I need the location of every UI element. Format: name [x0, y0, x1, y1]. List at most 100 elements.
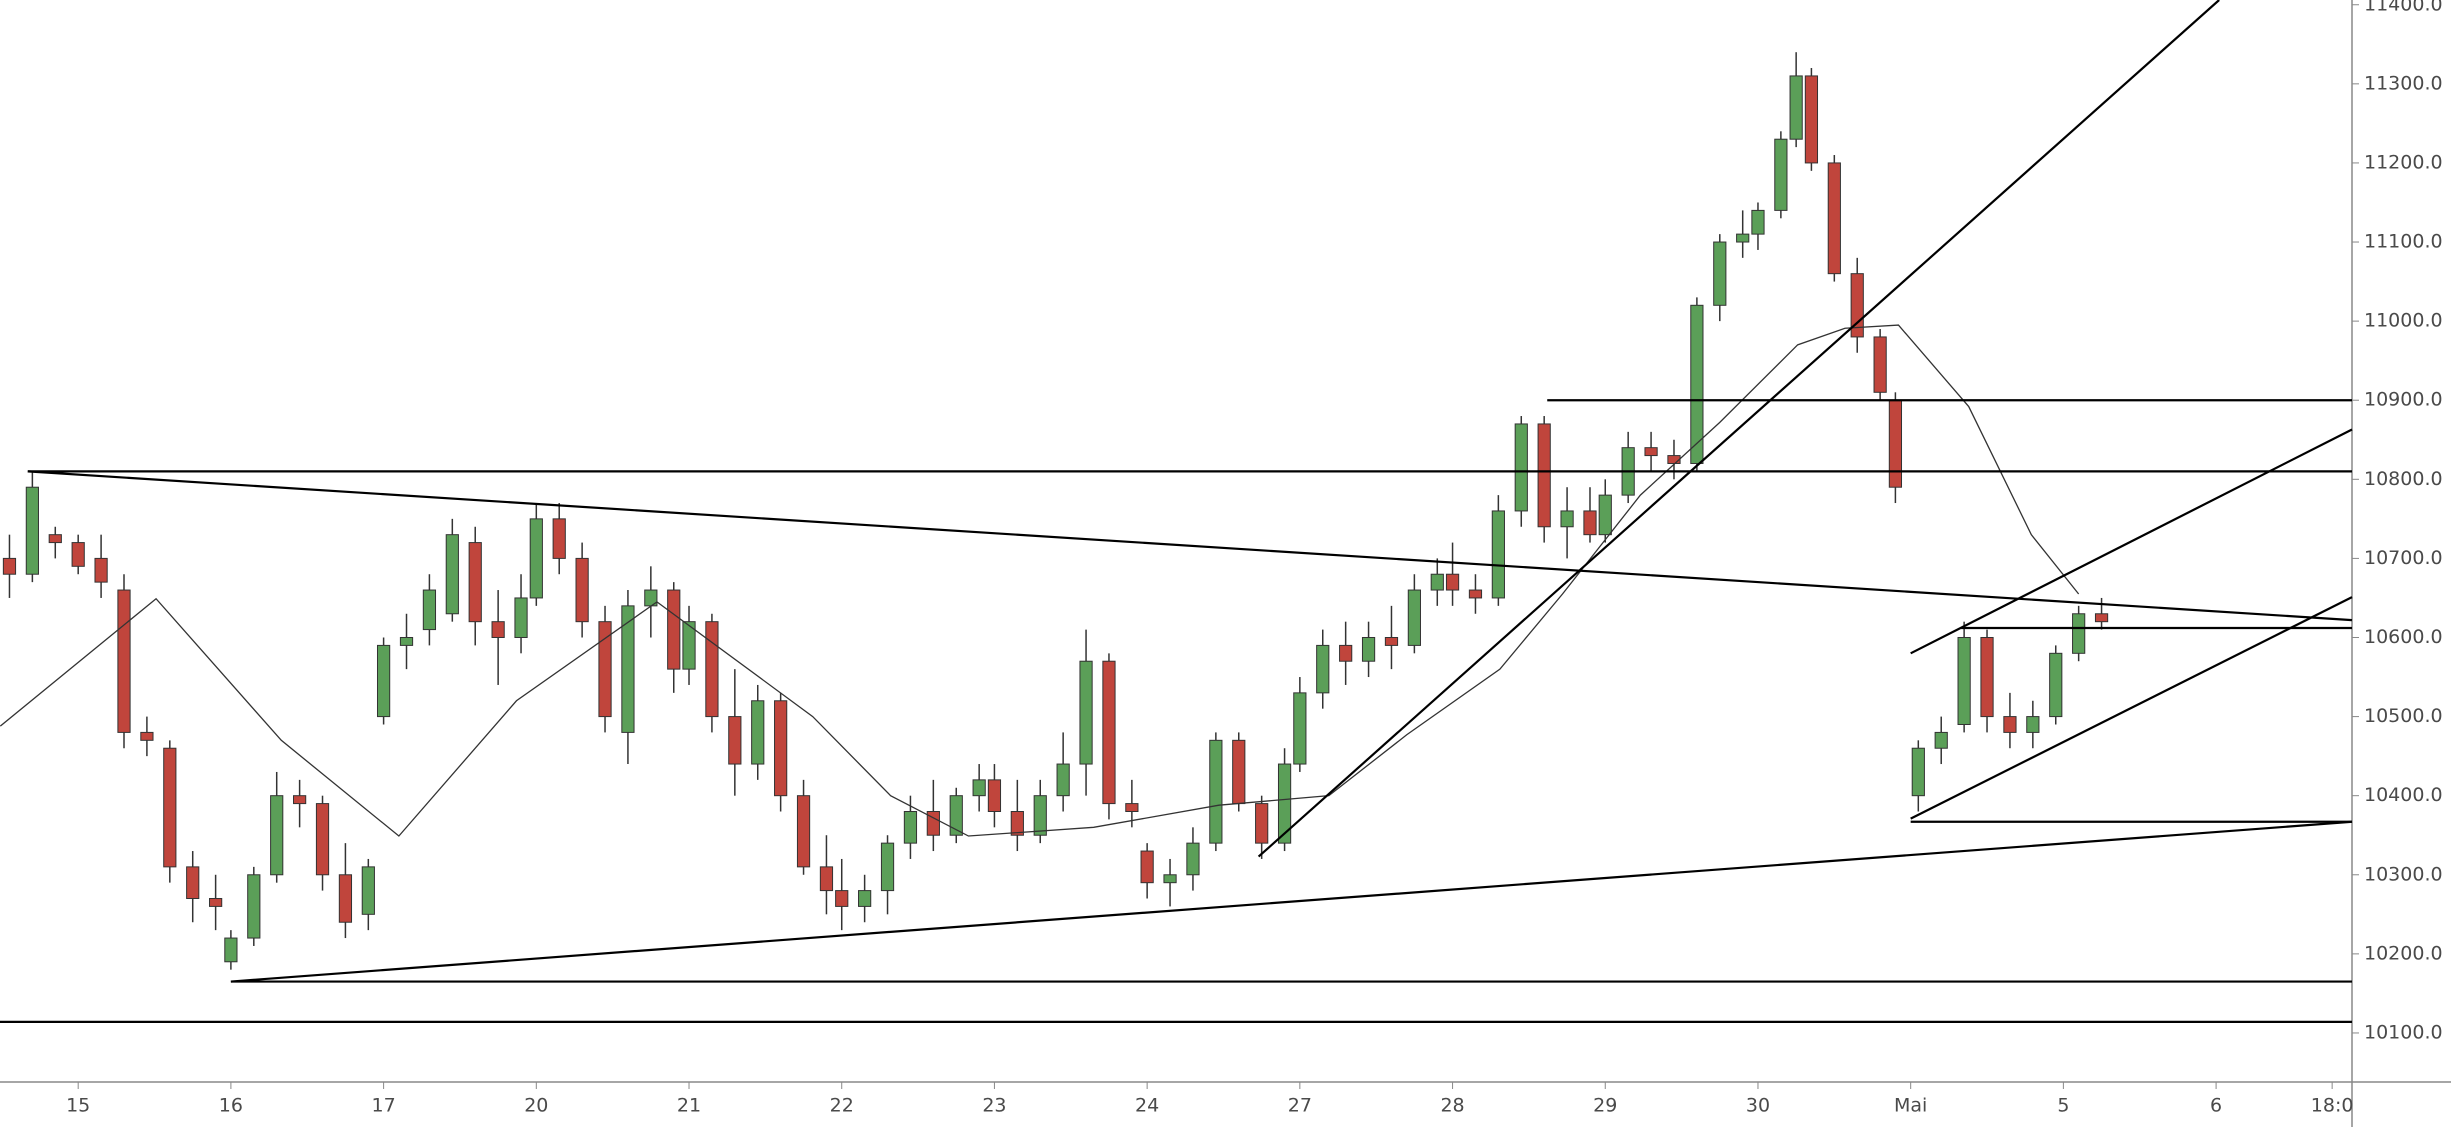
y-tick-label: 10400.0: [2364, 784, 2443, 806]
y-tick-label: 10600.0: [2364, 626, 2443, 648]
y-tick-label: 11000.0: [2364, 310, 2443, 332]
candle-body: [1232, 739, 1246, 805]
moving-average: [0, 324, 2080, 837]
y-tick-label: 10800.0: [2364, 468, 2443, 490]
candle-body: [1514, 423, 1528, 512]
candle-body: [1407, 589, 1421, 646]
trend-line: [1910, 596, 2353, 820]
trend-line: [230, 820, 2353, 983]
y-tick-label: 11100.0: [2364, 231, 2443, 253]
x-tick-label: 6: [2210, 1095, 2222, 1117]
candle-body: [1713, 241, 1727, 306]
candle-body: [1033, 795, 1047, 836]
candle-body: [422, 589, 437, 631]
candle-body: [1056, 763, 1070, 797]
candle-body: [376, 644, 391, 718]
candle-body: [972, 779, 986, 797]
candle-body: [1911, 747, 1925, 797]
candle-body: [1888, 399, 1903, 488]
candle-body: [1445, 573, 1460, 591]
y-tick-label: 11200.0: [2364, 151, 2443, 173]
candle-body: [987, 779, 1002, 812]
candle-body: [1789, 75, 1803, 140]
candle-body: [1125, 803, 1139, 812]
candle-body: [1163, 874, 1177, 884]
candle-body: [1079, 660, 1093, 765]
y-tick-label: 10100.0: [2364, 1021, 2443, 1043]
candle-body: [1804, 75, 1819, 164]
candle-body: [1667, 455, 1681, 464]
candle-body: [209, 898, 223, 907]
candle-body: [338, 874, 353, 923]
candle-body: [728, 716, 742, 765]
candle-body: [1934, 731, 1948, 749]
x-tick-label: 24: [1135, 1095, 1159, 1117]
candle-body: [2003, 716, 2017, 733]
candle-body: [71, 542, 85, 567]
trend-line: [1257, 0, 2220, 858]
y-tick-label: 10700.0: [2364, 547, 2443, 569]
candle-body: [819, 866, 834, 892]
x-tick-label: Mai: [1894, 1095, 1927, 1117]
candle-body: [1980, 636, 1994, 718]
candle-body: [903, 811, 918, 844]
candle-body: [247, 874, 261, 939]
candle-body: [1316, 644, 1330, 694]
candle-body: [315, 803, 330, 876]
candle-body: [529, 518, 543, 599]
y-tick-label: 11400.0: [2364, 0, 2443, 15]
candle-body: [1644, 447, 1658, 457]
candle-body: [2, 557, 17, 575]
candle-body: [835, 890, 849, 907]
candle-body: [1209, 739, 1223, 844]
candle-body: [25, 486, 39, 575]
x-tick-label: 20: [524, 1095, 548, 1117]
candle-body: [575, 557, 589, 623]
candle-body: [140, 731, 154, 741]
candle-body: [445, 534, 459, 615]
candle-body: [1774, 138, 1788, 211]
x-tick-label: 15: [66, 1095, 90, 1117]
y-tick-label: 11300.0: [2364, 72, 2443, 94]
x-tick-label: 30: [1746, 1095, 1770, 1117]
candle-body: [468, 542, 482, 623]
candle-body: [1293, 692, 1307, 765]
candle-body: [293, 795, 307, 805]
y-tick-label: 10300.0: [2364, 863, 2443, 885]
candle-body: [117, 589, 131, 733]
candle-body: [1140, 850, 1154, 884]
candle-body: [796, 795, 811, 868]
candle-body: [48, 534, 62, 544]
trend-line: [27, 470, 2353, 622]
candle-body: [186, 866, 200, 900]
candle-body: [2026, 716, 2040, 733]
candle-body: [1957, 636, 1971, 725]
x-tick-label: 21: [677, 1095, 701, 1117]
candle-body: [858, 890, 872, 907]
x-tick-label: 29: [1593, 1095, 1617, 1117]
y-tick-label: 10200.0: [2364, 942, 2443, 964]
candle-body: [1255, 803, 1269, 844]
candle-body: [1690, 304, 1704, 464]
candle-body: [2072, 613, 2086, 654]
candle-body: [2094, 613, 2109, 623]
candle-body: [1102, 660, 1116, 805]
x-tick-label: 17: [372, 1095, 396, 1117]
candle-body: [399, 636, 414, 646]
candle-body: [1339, 644, 1353, 662]
candle-body: [361, 866, 375, 915]
candle-body: [1827, 162, 1841, 275]
candle-body: [751, 700, 765, 765]
candle-body: [949, 795, 963, 836]
candle-body: [1736, 233, 1750, 243]
candle-body: [705, 621, 719, 718]
y-tick-label: 10500.0: [2364, 705, 2443, 727]
candle-body: [1583, 510, 1597, 536]
candle-body: [1468, 589, 1483, 599]
y-tick-label: 10900.0: [2364, 389, 2443, 411]
candle-body: [2049, 652, 2063, 718]
candle-body: [1186, 842, 1200, 876]
candle-body: [1751, 209, 1765, 235]
